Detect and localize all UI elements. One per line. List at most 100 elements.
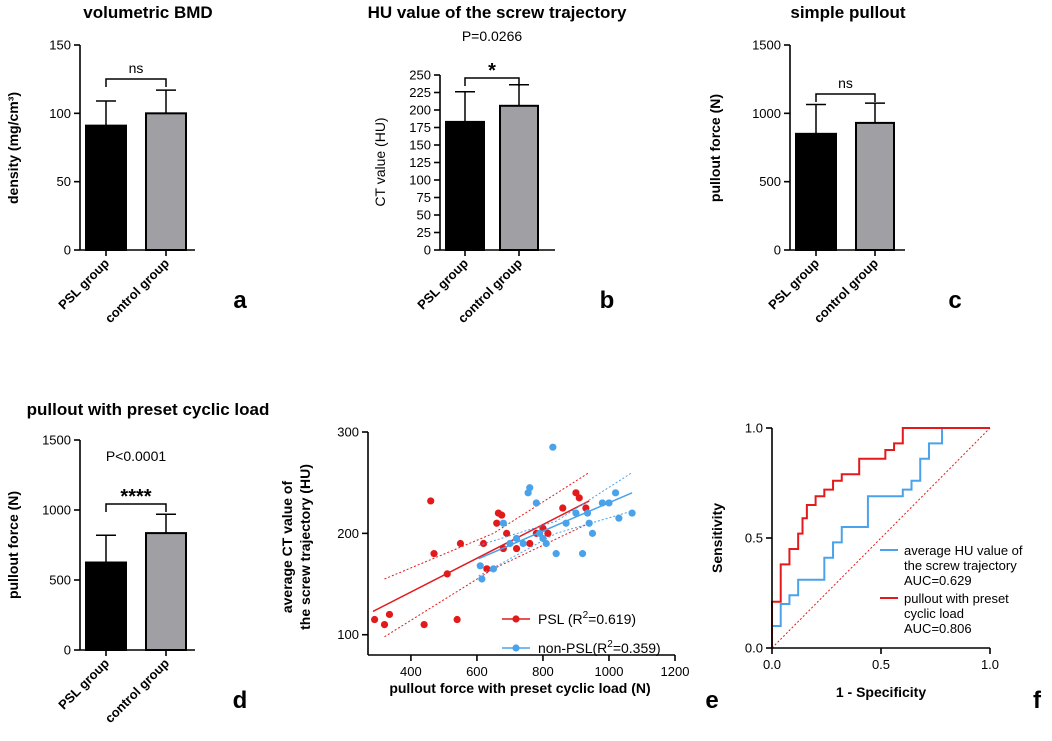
y-tick-label: 250 xyxy=(409,68,431,83)
y-tick-label: 0 xyxy=(64,243,71,258)
y-tick-label: 100 xyxy=(337,627,359,642)
legend-label: average HU value of xyxy=(904,543,1023,558)
data-point xyxy=(512,544,521,553)
y-tick-label: 50 xyxy=(417,208,431,223)
data-point xyxy=(559,504,567,512)
legend-label: PSL (R2=0.619) xyxy=(538,610,636,627)
y-tick-label: 75 xyxy=(417,190,431,205)
legend-label: AUC=0.806 xyxy=(904,621,972,636)
bar xyxy=(499,104,539,251)
y-tick-label: 0 xyxy=(774,243,781,258)
panel-label: c xyxy=(948,287,961,314)
legend-label: non-PSL(R2=0.359) xyxy=(538,639,661,656)
legend-label-sup: 2 xyxy=(607,639,613,650)
legend-label-rest: =0.619) xyxy=(588,611,636,627)
x-tick-label: 1.0 xyxy=(981,657,999,672)
data-point xyxy=(578,550,587,558)
p-value-label: P<0.0001 xyxy=(106,448,167,464)
significance-label: **** xyxy=(120,486,151,508)
legend-label: AUC=0.629 xyxy=(904,573,972,588)
panel-label: a xyxy=(233,287,247,314)
regression-line xyxy=(372,500,590,613)
data-point xyxy=(598,499,606,507)
panel-label: b xyxy=(600,287,615,314)
data-point xyxy=(427,497,435,505)
y-axis-label: the screw trajectory (HU) xyxy=(297,464,313,630)
legend-label: the screw trajectory xyxy=(904,558,1017,573)
confidence-band-upper xyxy=(478,472,633,547)
x-tick-label: PSL group xyxy=(55,655,112,712)
y-tick-label: 50 xyxy=(57,174,71,189)
x-tick-label: 600 xyxy=(466,664,488,679)
confidence-band-lower xyxy=(478,510,633,577)
panel-c: simple pullout pullout force (N) 0 500 1000 1… xyxy=(707,3,962,326)
x-tick-label: 800 xyxy=(532,664,554,679)
data-point xyxy=(549,443,557,451)
y-tick-label: 225 xyxy=(409,85,431,100)
bar xyxy=(795,132,837,251)
panel-label: d xyxy=(233,687,248,714)
data-point xyxy=(489,565,498,573)
data-point xyxy=(552,550,560,558)
legend-label-rest: =0.359) xyxy=(613,640,661,656)
data-point xyxy=(483,565,491,573)
x-tick-label: 1000 xyxy=(595,664,624,679)
confidence-band-upper xyxy=(384,472,590,580)
y-tick-label: 0 xyxy=(424,243,431,258)
bar xyxy=(445,120,485,252)
data-point xyxy=(512,534,521,543)
panel-a: volumetric BMD density (mg/cm³) 0 50 100 150 P… xyxy=(5,3,247,326)
y-tick-label: 100 xyxy=(409,173,431,188)
roc-curve xyxy=(771,427,990,648)
y-tick-label: 1500 xyxy=(42,433,71,448)
x-tick-label: PSL group xyxy=(414,255,471,312)
x-tick-label: control group xyxy=(102,655,172,725)
y-tick-label: 175 xyxy=(409,120,431,135)
significance-bracket xyxy=(815,93,876,102)
data-point xyxy=(499,519,507,527)
data-point xyxy=(498,511,506,519)
legend-label-sup: 2 xyxy=(583,610,589,621)
x-tick-label: control group xyxy=(102,255,172,325)
bar xyxy=(145,532,187,651)
data-point xyxy=(519,539,527,548)
data-point xyxy=(526,539,534,548)
significance-label: ns xyxy=(838,75,853,91)
x-tick-label: PSL group xyxy=(55,255,112,312)
y-axis-label: density (mg/cm³) xyxy=(5,92,21,204)
x-tick-label: 400 xyxy=(400,664,422,679)
y-tick-label: 0.5 xyxy=(745,531,763,546)
y-axis-label: average CT value of xyxy=(279,481,295,614)
panel-label: f xyxy=(1033,687,1042,714)
significance-label: ns xyxy=(129,60,144,76)
x-tick-label: 1200 xyxy=(661,664,690,679)
data-point xyxy=(385,610,394,619)
legend-label-text: non-PSL(R xyxy=(538,640,607,656)
data-point xyxy=(478,575,486,583)
data-point xyxy=(506,539,514,548)
data-point xyxy=(542,539,550,548)
data-point xyxy=(380,620,389,629)
y-tick-label: 25 xyxy=(417,225,431,240)
x-tick-label: PSL group xyxy=(765,255,822,312)
significance-label: * xyxy=(488,60,496,82)
data-point xyxy=(611,489,620,497)
chart-title: HU value of the screw trajectory xyxy=(368,3,627,22)
p-value-label: P=0.0266 xyxy=(462,28,523,44)
chart-title: volumetric BMD xyxy=(83,3,212,22)
legend-label-text: PSL (R xyxy=(538,611,583,627)
data-point xyxy=(430,550,438,558)
bar xyxy=(855,121,895,251)
legend-marker xyxy=(512,615,520,623)
data-point xyxy=(453,615,461,624)
panel-d: pullout with preset cyclic load pullout f… xyxy=(5,400,269,726)
data-point xyxy=(493,519,501,527)
data-point xyxy=(605,499,613,507)
data-point xyxy=(572,509,580,517)
y-tick-label: 500 xyxy=(759,174,781,189)
y-axis-label: pullout force (N) xyxy=(707,94,723,202)
y-tick-label: 100 xyxy=(49,106,71,121)
y-tick-label: 1.0 xyxy=(745,421,763,436)
y-tick-label: 1500 xyxy=(752,38,781,53)
chart-title: pullout with preset cyclic load xyxy=(27,400,270,419)
